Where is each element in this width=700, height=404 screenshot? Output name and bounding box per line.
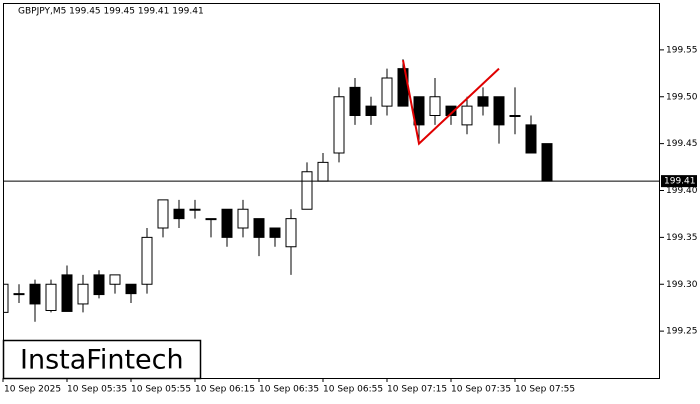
y-tick-label: 199.30	[666, 280, 698, 290]
candle-body	[349, 86, 361, 116]
y-tick-label: 199.55	[666, 45, 698, 55]
x-tick-label: 10 Sep 2025	[4, 385, 61, 395]
candle-body	[189, 208, 201, 211]
pattern-line	[402, 59, 500, 146]
candle-body	[93, 274, 105, 296]
y-tick-label: 199.35	[666, 233, 698, 243]
price-label-box	[661, 175, 697, 188]
candle-body	[141, 236, 153, 285]
x-tick-label: 10 Sep 06:35	[259, 385, 319, 395]
candle-body	[221, 208, 233, 238]
candle-body	[381, 77, 393, 107]
candle-body	[29, 283, 41, 305]
candle-body	[413, 96, 425, 126]
candle-body	[173, 208, 185, 220]
candle-body	[109, 274, 121, 285]
candle-body	[125, 283, 137, 295]
x-tick-label: 10 Sep 06:15	[195, 385, 255, 395]
candle-body	[333, 96, 345, 154]
candle-body	[541, 143, 553, 182]
chart-title: GBPJPY,M5 199.45 199.45 199.41 199.41	[18, 7, 204, 17]
candle-body	[317, 161, 329, 182]
candle-body	[301, 171, 313, 210]
x-tick-label: 10 Sep 07:55	[515, 385, 575, 395]
candle-body	[285, 218, 297, 248]
price-label: 199.41	[664, 177, 696, 187]
y-tick-label: 199.40	[666, 186, 698, 196]
y-tick-label: 199.45	[666, 139, 698, 149]
logo-box	[2, 339, 202, 380]
candle-body	[365, 105, 377, 116]
candle-body	[237, 208, 249, 229]
candle-body	[461, 105, 473, 126]
candle-body	[429, 96, 441, 116]
candle-body	[477, 96, 489, 107]
candle-body	[445, 105, 457, 116]
y-tick-label: 199.50	[666, 92, 698, 102]
candle-body	[493, 96, 505, 126]
candle-body	[269, 227, 281, 238]
candle-body	[525, 124, 537, 154]
logo: InstaFintech	[20, 345, 184, 376]
plot-frame	[3, 3, 660, 379]
x-tick-label: 10 Sep 06:55	[323, 385, 383, 395]
candle-body	[77, 283, 89, 305]
plot-area	[4, 59, 553, 322]
candle-body	[45, 283, 57, 311]
candle-body	[13, 293, 25, 296]
candle-body	[4, 283, 9, 313]
candle-body	[157, 199, 169, 229]
candle-body	[509, 115, 521, 117]
x-tick-label: 10 Sep 05:55	[131, 385, 191, 395]
x-tick-label: 10 Sep 05:35	[67, 385, 127, 395]
x-tick-label: 10 Sep 07:15	[387, 385, 447, 395]
candle-body	[61, 274, 73, 312]
x-tick-label: 10 Sep 07:35	[451, 385, 511, 395]
y-tick-label: 199.25	[666, 327, 698, 337]
candle-body	[205, 218, 217, 221]
candle-body	[253, 218, 265, 238]
